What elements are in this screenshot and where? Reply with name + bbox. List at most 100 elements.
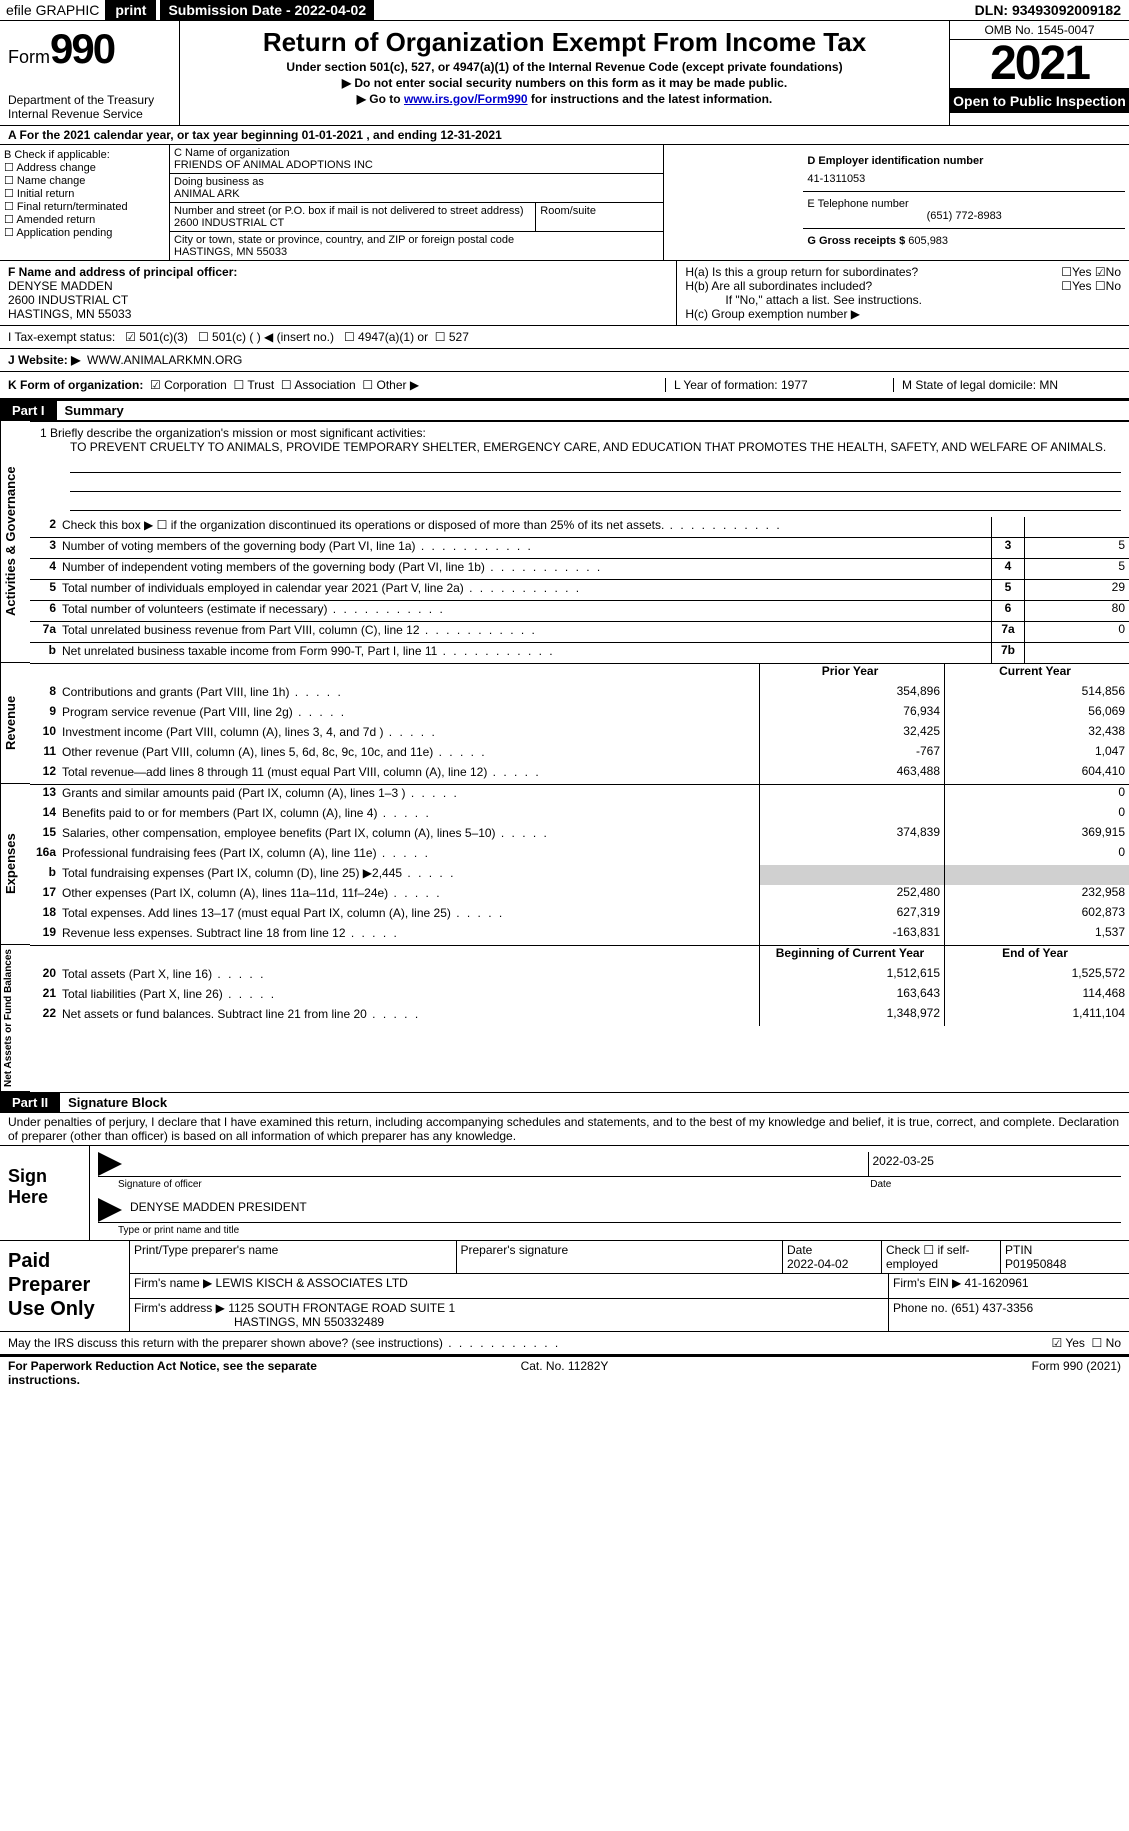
subtitle-2: ▶ Do not enter social security numbers o… <box>184 76 945 90</box>
vtab-expenses: Expenses <box>0 784 30 945</box>
summary-line: 6Total number of volunteers (estimate if… <box>30 600 1129 621</box>
col-c-organization: C Name of organization FRIENDS OF ANIMAL… <box>170 145 664 260</box>
may-irs-discuss: May the IRS discuss this return with the… <box>0 1332 1129 1355</box>
activities-section: 1 Briefly describe the organization's mi… <box>30 421 1129 663</box>
sig-date: 2022-03-25 <box>868 1152 1122 1176</box>
prep-row-2: Firm's name ▶ LEWIS KISCH & ASSOCIATES L… <box>130 1274 1129 1299</box>
summary-line: 13Grants and similar amounts paid (Part … <box>30 785 1129 805</box>
part-1-header: Part I Summary <box>0 400 1129 421</box>
summary-line: bNet unrelated business taxable income f… <box>30 642 1129 663</box>
mission-text: TO PREVENT CRUELTY TO ANIMALS, PROVIDE T… <box>70 440 1121 454</box>
city-cell: City or town, state or province, country… <box>170 232 663 260</box>
org-name: FRIENDS OF ANIMAL ADOPTIONS INC <box>174 159 659 171</box>
dept-treasury: Department of the Treasury <box>8 93 171 107</box>
sign-here-row: Sign Here 2022-03-25 Signature of office… <box>0 1146 1129 1241</box>
summary-line: 22Net assets or fund balances. Subtract … <box>30 1006 1129 1026</box>
tax-year: 2021 <box>950 40 1129 89</box>
netassets-header-row: Beginning of Current Year End of Year <box>30 946 1129 966</box>
subtitle-3: ▶ Go to www.irs.gov/Form990 for instruct… <box>184 92 945 106</box>
form-header: Form990 Department of the Treasury Inter… <box>0 21 1129 126</box>
arrow-icon <box>98 1152 122 1176</box>
summary-line: 12Total revenue—add lines 8 through 11 (… <box>30 764 1129 784</box>
submission-date: Submission Date - 2022-04-02 <box>160 0 374 20</box>
summary-line: bTotal fundraising expenses (Part IX, co… <box>30 865 1129 885</box>
group-return-h: H(a) Is this a group return for subordin… <box>677 261 1129 325</box>
summary-line: 2Check this box ▶ ☐ if the organization … <box>30 517 1129 537</box>
mission-block: 1 Briefly describe the organization's mi… <box>30 422 1129 517</box>
vtab-netassets: Net Assets or Fund Balances <box>0 945 30 1092</box>
col-b-checkboxes: B Check if applicable: ☐ Address change … <box>0 145 170 260</box>
principal-officer: F Name and address of principal officer:… <box>0 261 677 325</box>
phone-value: (651) 772-8983 <box>807 210 1121 222</box>
summary-line: 20Total assets (Part X, line 16)1,512,61… <box>30 966 1129 986</box>
row-i-tax-exempt: I Tax-exempt status: ☑ 501(c)(3) ☐ 501(c… <box>0 325 1129 348</box>
gross-receipts-cell: G Gross receipts $ 605,983 <box>803 229 1125 253</box>
year-formation: L Year of formation: 1977 <box>665 378 893 392</box>
summary-line: 11Other revenue (Part VIII, column (A), … <box>30 744 1129 764</box>
street-address: 2600 INDUSTRIAL CT <box>174 217 531 229</box>
form-footer-label: Form 990 (2021) <box>750 1359 1121 1387</box>
form-number: Form990 <box>8 25 171 73</box>
signature-block: Under penalties of perjury, I declare th… <box>0 1113 1129 1355</box>
summary-line: 14Benefits paid to or for members (Part … <box>30 805 1129 825</box>
top-bar: efile GRAPHIC print Submission Date - 20… <box>0 0 1129 21</box>
state-domicile: M State of legal domicile: MN <box>893 378 1121 392</box>
cat-no: Cat. No. 11282Y <box>379 1359 750 1387</box>
summary-line: 5Total number of individuals employed in… <box>30 579 1129 600</box>
paperwork-notice: For Paperwork Reduction Act Notice, see … <box>8 1359 379 1387</box>
efile-tag: efile GRAPHIC <box>0 0 105 20</box>
dba-cell: Doing business as ANIMAL ARK <box>170 174 663 203</box>
part-2-header: Part II Signature Block <box>0 1092 1129 1113</box>
row-j-website: J Website: ▶ WWW.ANIMALARKMN.ORG <box>0 348 1129 372</box>
arrow-icon <box>98 1198 122 1222</box>
perjury-declaration: Under penalties of perjury, I declare th… <box>0 1113 1129 1146</box>
subtitle-1: Under section 501(c), 527, or 4947(a)(1)… <box>184 60 945 74</box>
officer-name: DENYSE MADDEN PRESIDENT <box>126 1198 311 1222</box>
summary-line: 18Total expenses. Add lines 13–17 (must … <box>30 905 1129 925</box>
dba-name: ANIMAL ARK <box>174 188 659 200</box>
summary-line: 9Program service revenue (Part VIII, lin… <box>30 704 1129 724</box>
revenue-section: Prior Year Current Year 8Contributions a… <box>30 663 1129 784</box>
col-d: D Employer identification number 41-1311… <box>799 145 1129 260</box>
summary-line: 19Revenue less expenses. Subtract line 1… <box>30 925 1129 945</box>
gross-receipts: 605,983 <box>908 235 948 247</box>
irs-link[interactable]: www.irs.gov/Form990 <box>404 92 528 106</box>
irs-label: Internal Revenue Service <box>8 107 171 121</box>
phone-cell: E Telephone number (651) 772-8983 <box>803 192 1125 229</box>
footer: For Paperwork Reduction Act Notice, see … <box>0 1355 1129 1389</box>
netassets-section: Beginning of Current Year End of Year 20… <box>30 945 1129 1092</box>
print-button[interactable]: print <box>105 0 156 20</box>
header-right: OMB No. 1545-0047 2021 Open to Public In… <box>949 21 1129 125</box>
summary-table: Activities & Governance 1 Briefly descri… <box>0 421 1129 1092</box>
ein-cell: D Employer identification number 41-1311… <box>803 149 1125 192</box>
open-public-badge: Open to Public Inspection <box>950 89 1129 113</box>
row-k-form-org: K Form of organization: ☑ Corporation ☐ … <box>0 372 1129 400</box>
row-a-calendar-year: A For the 2021 calendar year, or tax yea… <box>0 126 1129 144</box>
summary-line: 10Investment income (Part VIII, column (… <box>30 724 1129 744</box>
header-center: Return of Organization Exempt From Incom… <box>180 21 949 125</box>
vtab-activities: Activities & Governance <box>0 421 30 663</box>
website-url: WWW.ANIMALARKMN.ORG <box>87 353 242 367</box>
form-title: Return of Organization Exempt From Incom… <box>184 27 945 58</box>
summary-line: 8Contributions and grants (Part VIII, li… <box>30 684 1129 704</box>
summary-line: 16aProfessional fundraising fees (Part I… <box>30 845 1129 865</box>
org-name-cell: C Name of organization FRIENDS OF ANIMAL… <box>170 145 663 174</box>
prep-row-3: Firm's address ▶ 1125 SOUTH FRONTAGE ROA… <box>130 1299 1129 1331</box>
summary-line: 17Other expenses (Part IX, column (A), l… <box>30 885 1129 905</box>
summary-line: 4Number of independent voting members of… <box>30 558 1129 579</box>
summary-line: 7aTotal unrelated business revenue from … <box>30 621 1129 642</box>
vtab-revenue: Revenue <box>0 663 30 784</box>
summary-line: 3Number of voting members of the governi… <box>30 537 1129 558</box>
dln: DLN: 93493092009182 <box>967 0 1129 20</box>
ein-value: 41-1311053 <box>807 173 1121 185</box>
paid-preparer-block: Paid Preparer Use Only Print/Type prepar… <box>0 1241 1129 1332</box>
prep-row-1: Print/Type preparer's name Preparer's si… <box>130 1241 1129 1274</box>
street-row: Number and street (or P.O. box if mail i… <box>170 203 663 232</box>
summary-line: 21Total liabilities (Part X, line 26)163… <box>30 986 1129 1006</box>
city-state-zip: HASTINGS, MN 55033 <box>174 246 659 258</box>
pycy-header-row: Prior Year Current Year <box>30 664 1129 684</box>
row-fh: F Name and address of principal officer:… <box>0 260 1129 325</box>
summary-line: 15Salaries, other compensation, employee… <box>30 825 1129 845</box>
room-suite: Room/suite <box>536 203 663 231</box>
header-left: Form990 Department of the Treasury Inter… <box>0 21 180 125</box>
